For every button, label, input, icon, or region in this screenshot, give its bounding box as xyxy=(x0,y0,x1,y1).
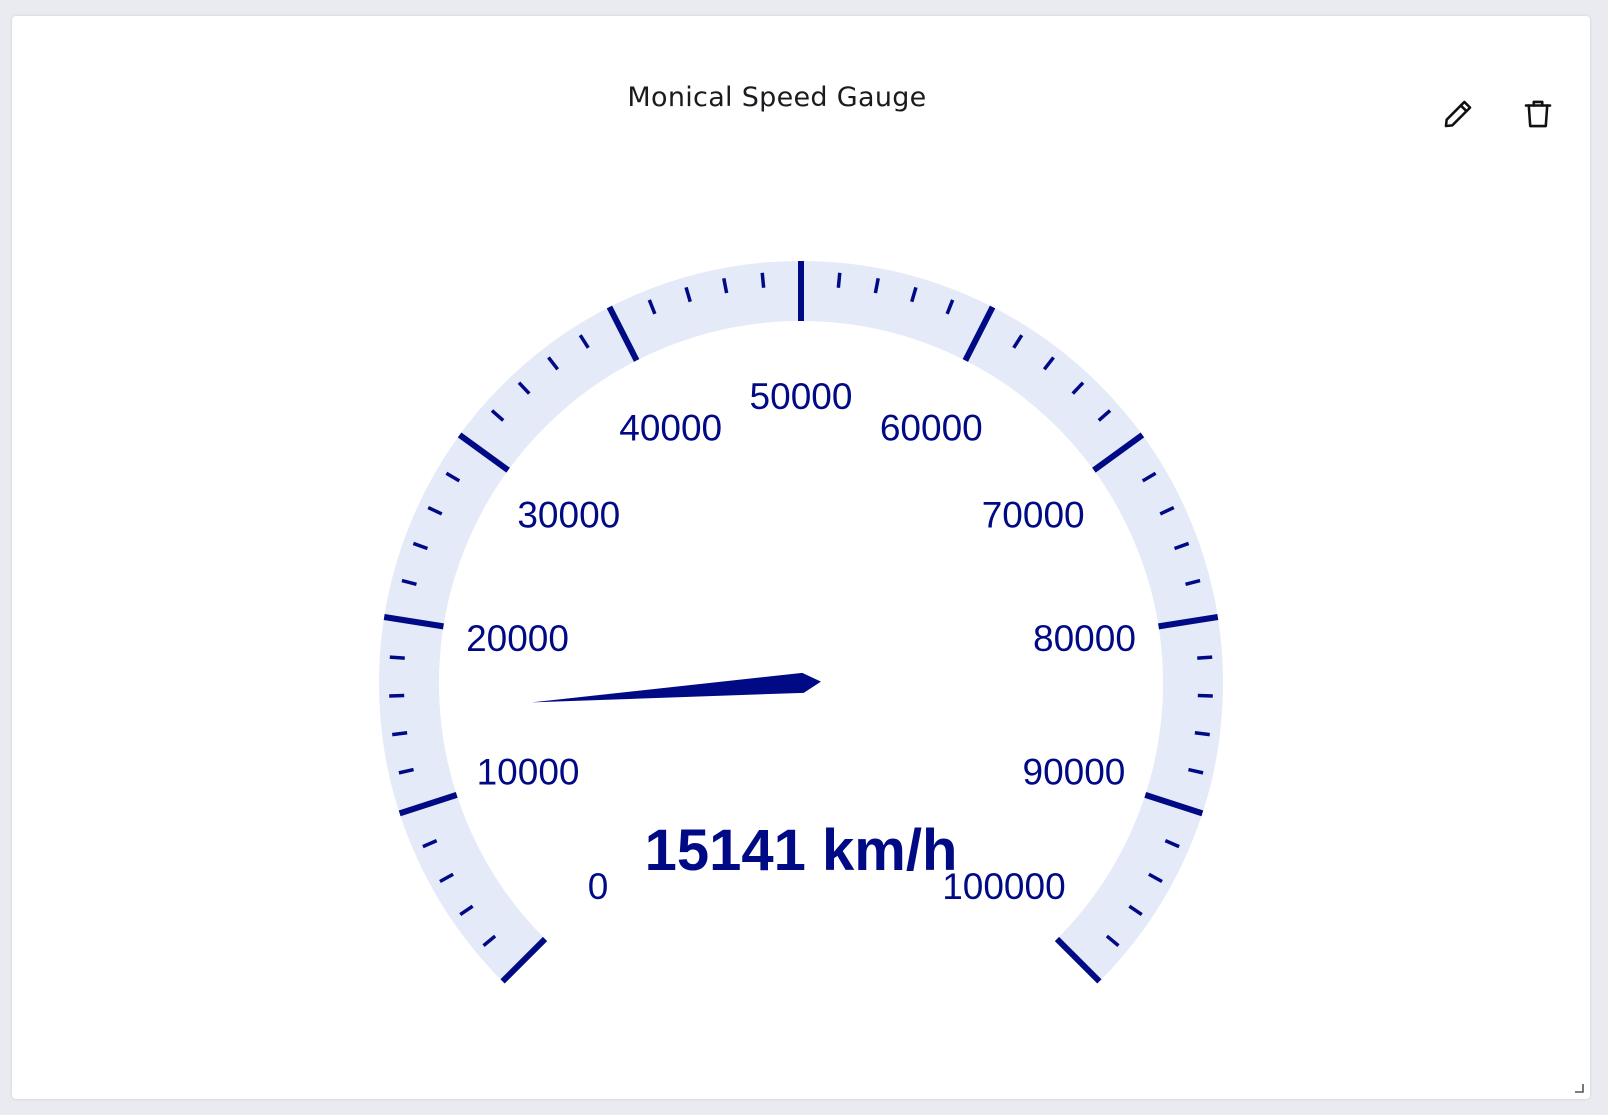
trash-icon xyxy=(1524,100,1552,128)
gauge-minor-tick xyxy=(389,655,405,660)
gauge-minor-tick xyxy=(578,334,590,349)
gauge-minor-tick xyxy=(427,505,443,516)
gauge-minor-tick xyxy=(482,934,497,947)
gauge-tick-label: 30000 xyxy=(517,494,620,535)
gauge-minor-tick xyxy=(1185,578,1201,586)
gauge-minor-tick xyxy=(445,471,461,483)
gauge-tick-label: 80000 xyxy=(1033,618,1136,659)
gauge-minor-tick xyxy=(1197,655,1213,660)
gauge-minor-tick xyxy=(836,272,842,288)
gauge-tick-label: 90000 xyxy=(1023,752,1126,793)
gauge-minor-tick xyxy=(392,731,408,737)
gauge-tick-label: 40000 xyxy=(619,407,722,448)
gauge-tick-label: 10000 xyxy=(477,752,580,793)
gauge-minor-tick xyxy=(1173,541,1190,551)
gauge-widget-card: Monical Speed Gauge xyxy=(12,16,1590,1099)
gauge-minor-tick xyxy=(1097,409,1112,422)
gauge-tick-label: 60000 xyxy=(880,407,983,448)
gauge-tick-label: 70000 xyxy=(982,494,1085,535)
gauge-minor-tick xyxy=(684,286,692,303)
gauge-minor-tick xyxy=(517,381,531,395)
gauge-tick-label: 20000 xyxy=(466,618,569,659)
gauge-major-tick xyxy=(500,936,548,984)
gauge-minor-tick xyxy=(1105,934,1120,947)
gauge-major-tick xyxy=(962,305,996,362)
gauge-minor-tick xyxy=(412,541,429,551)
gauge-minor-tick xyxy=(1012,334,1024,349)
gauge-minor-tick xyxy=(422,839,438,849)
delete-button[interactable] xyxy=(1518,94,1558,134)
gauge-readout: 15141 km/h xyxy=(645,818,958,883)
gauge-major-tick xyxy=(1092,432,1145,473)
gauge-minor-tick xyxy=(910,286,918,303)
gauge-minor-tick xyxy=(1188,767,1204,775)
gauge-minor-tick xyxy=(722,277,729,294)
gauge-minor-tick xyxy=(1164,839,1180,849)
gauge-major-tick xyxy=(1158,614,1219,630)
gauge-minor-tick xyxy=(398,767,414,775)
gauge-minor-tick xyxy=(1071,381,1085,395)
widget-title: Monical Speed Gauge xyxy=(627,82,927,113)
edit-button[interactable] xyxy=(1438,94,1478,134)
pencil-icon xyxy=(1444,100,1472,128)
gauge-tick-label: 50000 xyxy=(750,376,853,417)
gauge-minor-tick xyxy=(647,299,657,315)
gauge-minor-tick xyxy=(547,356,560,371)
gauge-minor-tick xyxy=(760,272,766,288)
gauge-minor-tick xyxy=(1042,356,1055,371)
gauge-minor-tick xyxy=(1194,731,1210,737)
gauge-major-tick xyxy=(606,305,640,362)
gauge-major-tick xyxy=(457,432,510,473)
gauge-minor-tick xyxy=(1141,471,1157,483)
gauge-minor-tick xyxy=(439,872,454,884)
gauge-minor-ticks xyxy=(389,272,1213,947)
gauge-minor-tick xyxy=(1148,872,1163,884)
gauge-major-tick xyxy=(1054,936,1102,984)
gauge-tick-label: 100000 xyxy=(942,866,1065,907)
gauge-tick-label: 0 xyxy=(588,866,609,907)
resize-handle-icon[interactable] xyxy=(1572,1081,1584,1093)
gauge-major-tick xyxy=(383,614,444,630)
gauge-minor-tick xyxy=(490,409,505,422)
gauge-major-ticks xyxy=(383,261,1219,984)
gauge-needle xyxy=(531,672,821,703)
gauge-minor-tick xyxy=(459,904,474,917)
gauge-major-tick xyxy=(398,792,458,817)
gauge-minor-tick xyxy=(401,578,417,586)
gauge-tick-labels: 0 10000 20000 30000 40000 50000 60000 70000 8000… xyxy=(466,376,1136,907)
gauge-minor-tick xyxy=(945,299,955,315)
gauge-minor-tick xyxy=(873,277,880,294)
gauge-minor-tick xyxy=(1159,505,1175,516)
gauge-minor-tick xyxy=(1128,904,1143,917)
gauge-major-tick xyxy=(1144,792,1204,817)
